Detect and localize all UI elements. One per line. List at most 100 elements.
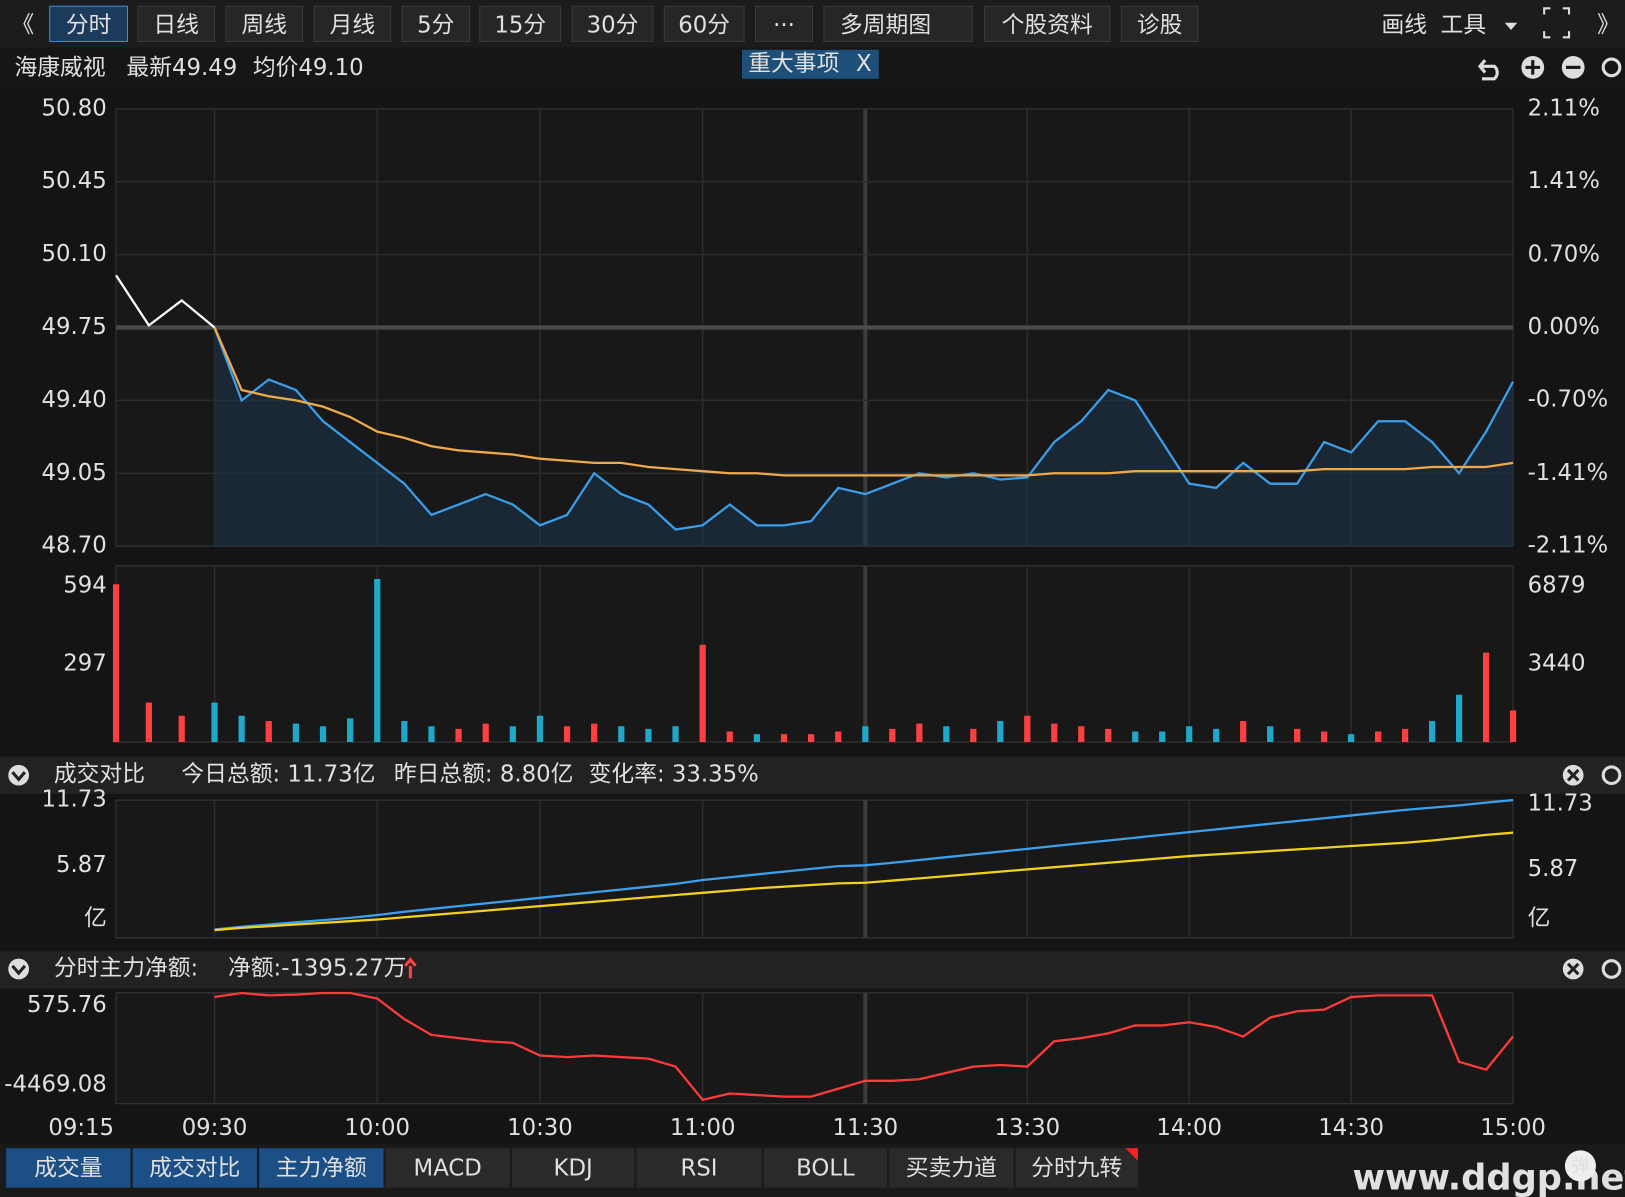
panel-header [0,756,1625,794]
x-tick-label: 09:30 [182,1115,248,1141]
toolbar-label[interactable]: 60分 [678,12,730,38]
volume-bar [672,726,679,743]
y2-tick-label: -2.11% [1528,533,1609,559]
undo-icon[interactable] [1477,59,1499,81]
tab-label[interactable]: 主力净额 [276,1156,367,1182]
tab-label[interactable]: 成交量 [34,1156,102,1182]
toolbar-button[interactable] [754,5,814,42]
volume-bar [997,720,1004,743]
event-close[interactable]: X [856,51,872,77]
legend-entry: 昨日总额: 8.80亿 [394,762,574,788]
tab-label[interactable]: BOLL [796,1156,855,1182]
tab[interactable] [511,1148,635,1188]
volume-bar [970,728,977,743]
tab-label[interactable]: RSI [681,1156,718,1182]
change-rate: 变化率: 33.35% [589,762,759,788]
y-tick-label: 50.10 [42,241,107,267]
fullscreen-icon[interactable] [1543,7,1571,39]
toolbar-label[interactable]: 《 [11,12,34,38]
panel-header [0,951,1625,989]
volume-bar [509,726,516,743]
toolbar-label[interactable]: 多周期图 [840,12,931,38]
event-tag[interactable] [742,49,879,79]
volume-bar [292,723,299,743]
tab-label[interactable]: KDJ [554,1156,593,1182]
volume-bar [1186,726,1193,743]
badge[interactable] [1564,1150,1596,1182]
toolbar-label[interactable]: 日线 [153,12,199,38]
collapse-icon[interactable] [8,764,30,786]
tab-label[interactable]: MACD [414,1156,482,1182]
volume-bar [862,726,869,743]
tab-label[interactable]: 买卖力道 [906,1156,997,1182]
toolbar-label[interactable]: 工具 [1441,12,1487,38]
toolbar-button[interactable] [401,5,470,42]
tab-label[interactable]: 分时九转 [1031,1156,1122,1182]
toolbar-label[interactable]: 》 [1597,12,1620,38]
y-tick-label: 49.05 [42,460,107,486]
tab[interactable] [889,1148,1014,1188]
tab[interactable] [6,1148,131,1188]
tab[interactable] [763,1148,888,1188]
panel-title: 成交对比 [54,762,145,788]
toolbar-label[interactable]: 画线 [1381,12,1427,38]
settings-icon[interactable] [1601,765,1622,786]
toolbar-button[interactable] [823,5,973,42]
toolbar-button[interactable] [571,5,654,42]
tab[interactable] [132,1148,258,1188]
y-tick-label: -4469.08 [4,1072,106,1098]
y2-tick-label: 3440 [1528,650,1586,676]
y2-tick-label: 2.11% [1528,95,1600,121]
toolbar-label[interactable]: 15分 [494,12,546,38]
toolbar-button[interactable] [984,5,1111,42]
zoom-in-plus [1525,60,1541,75]
volume-bar [889,728,896,743]
toolbar-label[interactable]: 月线 [330,12,376,38]
volume-bar [726,731,733,743]
x-tick-label: 13:30 [994,1115,1060,1141]
toolbar-button[interactable] [663,5,745,42]
panel-title: 分时主力净额: [54,955,198,981]
volume-bar [1240,720,1247,743]
toolbar-label[interactable]: 30分 [587,12,639,38]
toolbar-button[interactable] [225,5,304,42]
volume-bar [1024,715,1031,743]
toolbar-label[interactable]: 个股资料 [1002,12,1093,38]
tab[interactable] [1015,1148,1138,1188]
series-line [214,991,1514,1102]
toolbar-button[interactable] [1120,5,1199,42]
y-tick-label: 49.75 [42,314,107,340]
volume-bar [347,718,354,743]
volume-bar [145,702,152,743]
tab[interactable] [636,1148,762,1188]
y2-tick-label: 1.41% [1528,168,1600,194]
collapse-icon[interactable] [8,958,30,980]
toolbar-label[interactable]: 5分 [417,12,454,38]
y-tick-label: 594 [63,572,106,598]
tab-label[interactable]: 成交对比 [149,1156,240,1182]
tab[interactable] [385,1148,510,1188]
settings-icon[interactable] [1601,959,1622,979]
toolbar-button[interactable] [479,5,562,42]
close-x [1566,962,1580,976]
x-tick-label: 14:00 [1156,1115,1222,1141]
volume-bar [1428,720,1436,743]
toolbar-label[interactable]: 周线 [241,12,287,38]
settings-icon[interactable] [1601,57,1622,78]
toolbar-label[interactable]: 分时 [66,12,112,38]
volume-bar [455,728,462,743]
y2-tick-label: 6879 [1528,572,1586,598]
volume-bar [1078,726,1085,743]
toolbar-label[interactable]: ··· [773,12,795,38]
volume-bar [1375,731,1382,743]
toolbar-button[interactable] [313,5,392,42]
tab[interactable] [259,1148,384,1188]
volume-bar [211,702,218,743]
y-tick-label: 48.70 [42,533,107,559]
toolbar-button[interactable] [137,5,216,42]
toolbar-button[interactable] [49,5,128,42]
volume-bar [428,726,435,743]
up-arrow [404,957,417,979]
event-label: 重大事项 [748,51,839,77]
toolbar-label[interactable]: 诊股 [1137,12,1183,38]
